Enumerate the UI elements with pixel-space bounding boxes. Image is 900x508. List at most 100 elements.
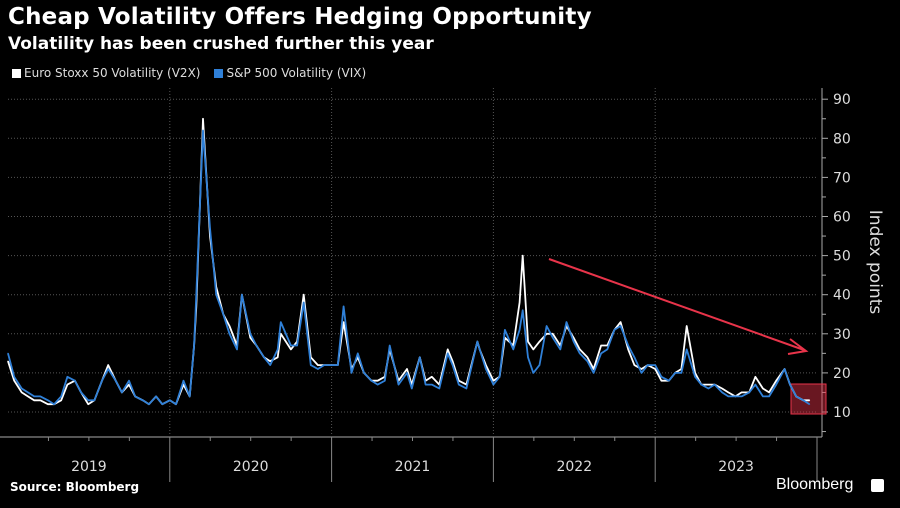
data-point-v2x [741,391,743,394]
data-point-vix [209,227,211,229]
data-point-vix [47,399,49,401]
data-point-vix [795,395,797,397]
data-point-vix [397,384,400,386]
data-point-vix [573,341,575,343]
x-tick-label-2020: 2020 [233,459,269,475]
data-point-v2x [431,376,433,378]
data-point-vix [734,395,737,397]
y-tick-label: 90 [833,92,851,108]
data-point-v2x [228,325,231,327]
data-point-vix [707,387,709,390]
data-point-vix [479,348,481,351]
data-point-vix [476,341,479,343]
data-point-vix [357,352,359,354]
data-point-v2x [128,384,130,386]
data-point-v2x [808,399,811,401]
data-point-v2x [342,321,345,323]
data-point-v2x [249,337,251,339]
data-point-vix [7,352,9,354]
data-point-vix [694,376,696,378]
data-point-vix [600,352,602,354]
data-point-vix [115,380,117,382]
y-tick-label: 70 [833,170,851,186]
data-point-vix [33,395,35,397]
highlight-box [790,383,827,415]
data-point-vix [350,372,353,374]
data-point-vix [128,380,130,382]
data-point-vix [93,399,96,401]
data-point-vix [727,395,729,397]
data-point-vix [87,399,89,401]
data-point-vix [559,348,561,351]
data-point-v2x [727,391,729,394]
data-point-v2x [775,380,777,382]
data-point-vix [518,329,521,331]
data-point-vix [134,395,136,397]
data-point-v2x [754,376,756,378]
data-point-vix [768,395,770,397]
data-point-vix [700,384,702,386]
x-tick-label-2021: 2021 [395,459,431,475]
data-point-vix [538,364,541,366]
data-point-vix [195,294,197,296]
data-point-vix [280,321,282,323]
data-point-vix [303,301,305,304]
data-point-vix [492,384,494,386]
data-point-vix [686,348,688,351]
data-point-vix [431,384,433,386]
data-point-vix [148,403,150,405]
data-point-vix [784,368,786,370]
series-line-v2x [7,117,810,406]
data-point-vix [627,344,629,347]
data-point-vix [193,344,195,347]
data-point-vix [384,380,386,382]
data-point-vix [101,380,103,382]
legend-item-vix: S&P 500 Volatility (VIX) [214,66,366,80]
data-point-v2x [762,387,764,390]
data-point-v2x [686,325,688,327]
y-tick-label: 20 [833,366,851,382]
data-point-vix [522,309,524,311]
data-point-vix [80,391,82,394]
data-point-v2x [21,391,23,394]
data-point-v2x [552,333,554,335]
data-point-vix [60,395,62,397]
y-axis-label: Index points [865,210,885,315]
data-point-vix [39,395,41,397]
series-line-vix [7,129,810,406]
data-point-vix [13,376,15,378]
data-point-vix [389,344,391,347]
data-point-vix [680,372,682,374]
data-point-v2x [532,348,534,351]
data-point-vix [342,305,345,308]
data-point-vix [552,337,554,339]
data-point-v2x [522,255,524,257]
legend-label-v2x: Euro Stoxx 50 Volatility (V2X) [24,66,201,80]
data-point-v2x [47,403,49,405]
data-point-v2x [290,348,292,351]
data-point-vix [222,313,224,315]
data-point-vix [633,356,635,358]
data-point-vix [721,391,723,394]
data-point-v2x [545,333,548,335]
data-point-vix [499,376,501,378]
data-point-vix [161,403,163,405]
data-point-vix [215,294,217,296]
data-point-vix [802,399,804,401]
data-point-vix [741,395,743,397]
data-point-vix [21,387,23,390]
data-point-v2x [654,368,656,370]
data-point-v2x [579,348,581,351]
y-tick-label: 80 [833,131,851,147]
data-point-v2x [660,380,663,382]
x-tick-label-2023: 2023 [718,459,754,475]
data-point-v2x [538,341,541,343]
data-point-v2x [87,403,89,405]
data-point-vix [606,348,608,351]
data-point-vix [241,294,243,296]
data-point-vix [189,395,191,397]
data-point-vix [296,344,298,347]
data-point-vix [660,376,663,378]
data-point-v2x [573,337,575,339]
data-point-vix [236,348,238,351]
